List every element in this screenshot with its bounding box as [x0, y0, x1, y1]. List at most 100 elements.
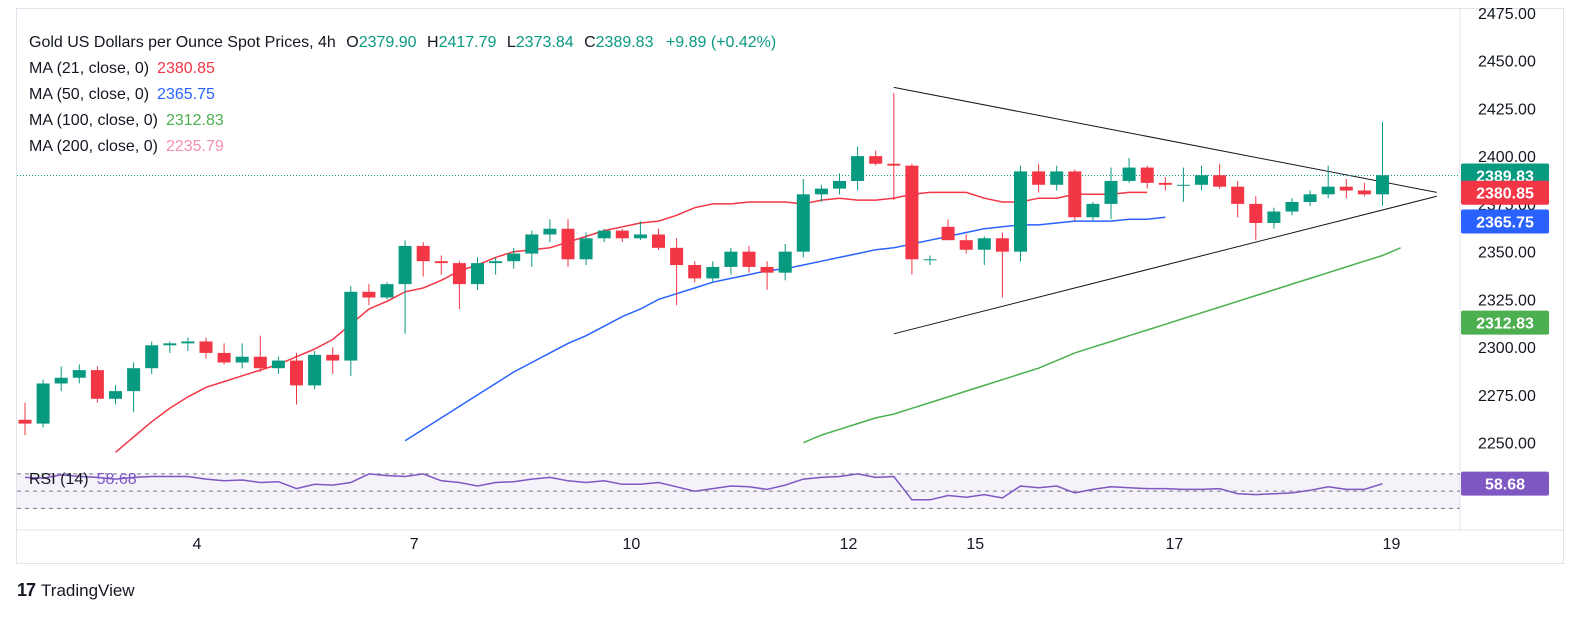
legend-ma21[interactable]: MA (21, close, 0) 2380.85: [29, 56, 776, 82]
candle-body: [489, 261, 503, 264]
candle-body: [1104, 180, 1118, 204]
candle-body: [253, 356, 267, 369]
candle-body: [742, 251, 756, 267]
tradingview-logo-icon: 17: [17, 580, 36, 600]
candle-body: [887, 163, 901, 166]
x-tick-label: 10: [622, 536, 640, 553]
legend-ohlc-row: Gold US Dollars per Ounce Spot Prices, 4…: [29, 30, 776, 56]
candle-body: [471, 263, 484, 285]
candle-body: [941, 226, 955, 241]
x-tick-label: 7: [410, 536, 419, 553]
price-axis-badge: [1461, 180, 1549, 205]
price-axis-badge: [1461, 310, 1549, 335]
lower-triangle-trendline: [893, 195, 1437, 335]
candle-body: [851, 156, 865, 181]
low-value: 2373.84: [515, 34, 574, 51]
candle-body: [869, 156, 883, 164]
close-label: C: [584, 34, 596, 51]
candle-body: [1014, 171, 1027, 252]
candle-body: [434, 261, 448, 264]
candle-body: [670, 247, 684, 266]
candle-body: [344, 291, 358, 361]
candle-body: [90, 370, 104, 399]
candle-body: [995, 238, 1009, 252]
candle-body: [235, 356, 249, 363]
brand-name: TradingView: [41, 580, 135, 600]
y-tick-label: 2350.00: [1478, 245, 1536, 262]
candle-body: [507, 253, 521, 262]
candle-body: [706, 266, 720, 279]
y-tick-label: 2400.00: [1478, 149, 1536, 166]
candle-body: [326, 354, 340, 361]
candle-body: [760, 266, 774, 273]
candle-body: [398, 245, 412, 285]
candle-body: [199, 341, 213, 353]
high-label: H: [427, 34, 439, 51]
rsi-axis-badge: [1461, 471, 1549, 496]
ma100-label: MA (100, close, 0): [29, 112, 158, 129]
x-tick-label: 17: [1165, 536, 1183, 553]
candle-body: [109, 391, 122, 399]
rsi-label: RSI (14): [29, 471, 89, 488]
x-tick-label: 15: [966, 536, 984, 553]
rsi-axis-badge-label: 58.68: [1485, 477, 1525, 494]
candle-body: [308, 354, 322, 386]
candle-body: [54, 377, 68, 384]
candle-body: [905, 165, 919, 260]
symbol-title: Gold US Dollars per Ounce Spot Prices, 4…: [29, 34, 336, 51]
candle-body: [290, 360, 303, 386]
candle-body: [724, 251, 738, 267]
rsi-legend[interactable]: RSI (14) 58.68: [29, 471, 137, 489]
legend-ma100[interactable]: MA (100, close, 0) 2312.83: [29, 108, 776, 134]
candle-body: [977, 238, 991, 250]
candle-body: [1339, 186, 1353, 191]
candle-body: [1176, 184, 1190, 186]
rsi-value: 58.68: [96, 471, 137, 488]
close-value: 2389.83: [595, 34, 654, 51]
candle-body: [145, 345, 159, 369]
candle-body: [1249, 203, 1263, 223]
y-tick-label: 2250.00: [1478, 436, 1536, 453]
legend-ma50[interactable]: MA (50, close, 0) 2365.75: [29, 82, 776, 108]
legend-ma200[interactable]: MA (200, close, 0) 2235.79: [29, 134, 776, 160]
y-tick-label: 2450.00: [1478, 54, 1536, 71]
price-axis-badge-label: 2365.75: [1476, 215, 1534, 232]
candle-body: [1032, 171, 1046, 185]
candle-body: [163, 343, 177, 346]
chart-legend: Gold US Dollars per Ounce Spot Prices, 4…: [29, 30, 776, 160]
candle-body: [597, 230, 611, 239]
candle-body: [1195, 175, 1208, 185]
candle-body: [72, 370, 86, 378]
candle-body: [688, 265, 702, 279]
candle-body: [561, 228, 575, 260]
chart-frame: [16, 8, 1564, 564]
candle-body: [362, 291, 376, 298]
x-tick-label: 19: [1383, 536, 1401, 553]
candle-body: [959, 240, 973, 250]
change-value: +9.89 (+0.42%): [665, 34, 777, 51]
x-tick-label: 12: [840, 536, 858, 553]
y-tick-label: 2425.00: [1478, 101, 1536, 118]
candle-body: [579, 238, 593, 260]
low-label: L: [506, 34, 516, 51]
price-axis-badge-label: 2312.83: [1476, 316, 1534, 333]
candle-body: [615, 230, 629, 239]
y-tick-label: 2325.00: [1478, 292, 1536, 309]
ma200-label: MA (200, close, 0): [29, 138, 158, 155]
candle-body: [1140, 167, 1154, 183]
candle-body: [127, 368, 141, 392]
candle-body: [1122, 167, 1136, 181]
candle-body: [416, 245, 430, 262]
candle-body: [1068, 171, 1082, 218]
ma100-value: 2312.83: [165, 112, 224, 129]
candle-body: [1231, 186, 1245, 204]
candle-body: [1158, 182, 1172, 185]
candle-body: [923, 259, 937, 261]
y-tick-label: 2275.00: [1478, 388, 1536, 405]
candle-body: [652, 234, 665, 248]
tradingview-brand[interactable]: 17 TradingView: [17, 580, 135, 601]
candle-body: [814, 188, 828, 195]
ma200-value: 2235.79: [165, 138, 224, 155]
rsi-line: [24, 473, 1383, 501]
